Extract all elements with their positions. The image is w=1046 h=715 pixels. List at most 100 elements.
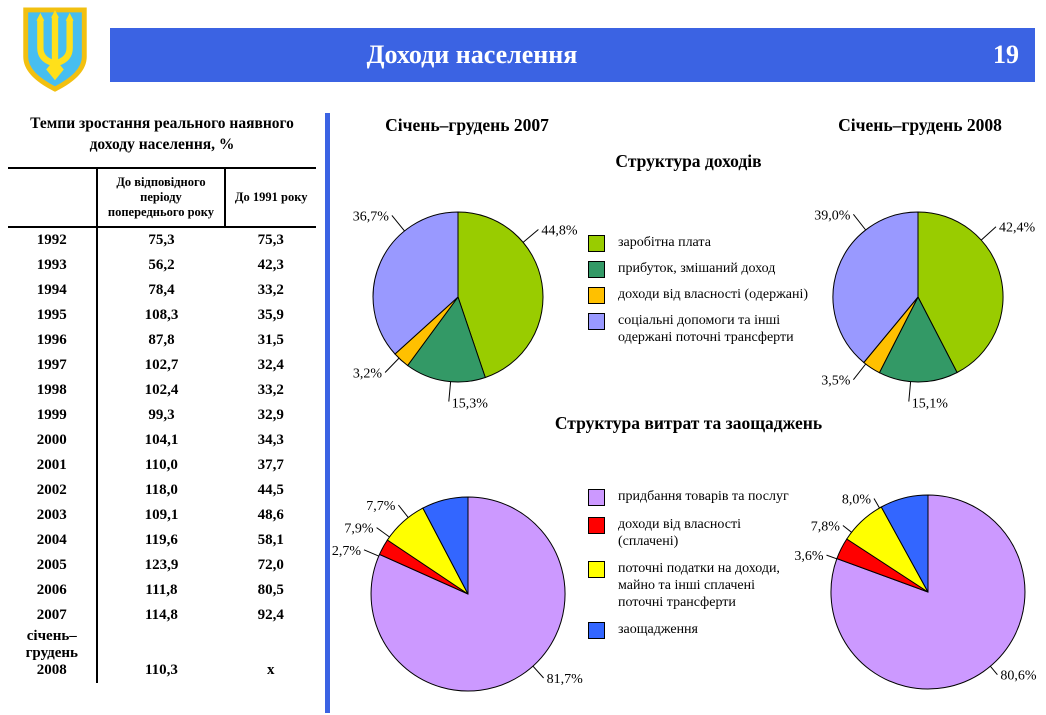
row-value: 75,3 xyxy=(257,231,284,248)
pie-label: 7,7% xyxy=(366,499,396,514)
row-value: 111,8 xyxy=(145,581,178,598)
row-year: січень–грудень 2008 xyxy=(8,627,98,683)
pie-label: 81,7% xyxy=(547,672,584,687)
legend-label: придбання товарів та послуг xyxy=(618,489,789,504)
row-value: 87,8 xyxy=(148,331,175,348)
pie-slice xyxy=(878,295,958,383)
legend-swatch xyxy=(588,622,605,640)
legend-item: поточні податки на доходи, майно та інші… xyxy=(588,560,793,611)
legend-swatch xyxy=(588,561,605,579)
row-value: 32,9 xyxy=(257,406,284,423)
pie-label-leader-line xyxy=(376,527,390,538)
column-header-1991: До 1991 року xyxy=(234,189,308,204)
trident-base xyxy=(46,58,64,81)
pie-label: 2,7% xyxy=(332,544,362,559)
pie-slice xyxy=(457,211,544,379)
row-value: 31,5 xyxy=(257,331,284,348)
row-value: 56,2 xyxy=(148,256,175,273)
pie-label-leader-line xyxy=(448,381,452,402)
row-value: 58,1 xyxy=(257,531,284,548)
pie-label: 3,2% xyxy=(353,367,383,382)
pie-slice xyxy=(917,211,1004,374)
pie-label-leader-line xyxy=(873,498,880,509)
legend-label: прибуток, змішаний доход xyxy=(618,261,776,276)
table-row: 2000 104,1 34,3 xyxy=(8,427,316,453)
expense-pie-2007: 81,7% 2,7% 7,9% 7,7% xyxy=(332,496,584,692)
row-value: 34,3 xyxy=(257,431,284,448)
pie-label: 80,6% xyxy=(1000,669,1037,684)
legend-swatch xyxy=(588,517,605,534)
row-value: 118,0 xyxy=(145,481,178,498)
pie-label: 8,0% xyxy=(842,493,872,508)
row-value: 44,5 xyxy=(257,481,284,498)
row-value: 37,7 xyxy=(257,456,284,473)
income-pie-2007: 44,8% 15,3% 3,2% 36,7% xyxy=(353,209,578,411)
row-value: 78,4 xyxy=(148,281,175,298)
pie-label-leader-line xyxy=(391,215,405,232)
legend-item: соціальні допомоги та інші одержані пото… xyxy=(588,312,818,346)
legend-item: прибуток, змішаний доход xyxy=(588,260,818,278)
pie-label-leader-line xyxy=(522,229,539,243)
row-value: 102,7 xyxy=(144,356,179,373)
growth-table-panel: Темпи зростання реального наявного доход… xyxy=(8,112,316,683)
row-year: 1998 xyxy=(8,377,98,403)
row-year: 1999 xyxy=(8,402,98,428)
table-row: 2002 118,0 44,5 xyxy=(8,477,316,503)
table-row: 1996 87,8 31,5 xyxy=(8,327,316,353)
pie-label-leader-line xyxy=(363,549,379,557)
row-value: 109,1 xyxy=(144,506,179,523)
legend-swatch xyxy=(588,313,605,330)
row-value: 72,0 xyxy=(257,556,284,573)
pie-label-leader-line xyxy=(842,525,852,533)
row-year: 2004 xyxy=(8,527,98,553)
period-title-2007: Січень–грудень 2007 xyxy=(385,115,549,135)
expense-legend: придбання товарів та послуг доходи від вл… xyxy=(588,488,793,649)
row-value: 108,3 xyxy=(144,306,179,323)
table-row: 1998 102,4 33,2 xyxy=(8,377,316,403)
column-header-prev-period: До відповідного періоду попереднього рок… xyxy=(96,167,227,227)
legend-swatch xyxy=(588,287,605,304)
pie-label: 39,0% xyxy=(814,208,851,223)
row-value: 42,3 xyxy=(257,256,284,273)
pie-label-leader-line xyxy=(980,226,997,241)
pie-slice xyxy=(372,211,459,355)
legend-swatch xyxy=(588,489,605,506)
legend-item: доходи від власності (одержані) xyxy=(588,286,818,304)
growth-table-head: До відповідного періоду попереднього рок… xyxy=(8,167,316,227)
pie-slice xyxy=(422,496,469,595)
pie-label-leader-line xyxy=(990,665,998,676)
legend-label: поточні податки на доходи, майно та інші… xyxy=(618,561,780,611)
table-row: 1993 56,2 42,3 xyxy=(8,252,316,278)
pie-label-leader-line xyxy=(853,363,867,381)
legend-label: заробітна плата xyxy=(618,235,711,250)
table-row: 2001 110,0 37,7 xyxy=(8,452,316,478)
page-title: Доходи населення xyxy=(366,40,578,69)
pie-label: 42,4% xyxy=(999,221,1036,236)
row-value: 123,9 xyxy=(144,556,179,573)
row-year: 2001 xyxy=(8,452,98,478)
row-value: 33,2 xyxy=(257,281,284,298)
pie-label-leader-line xyxy=(826,554,837,560)
pie-label: 3,6% xyxy=(794,549,824,564)
page-number: 19 xyxy=(993,40,1019,69)
legend-label: соціальні допомоги та інші одержані пото… xyxy=(618,313,794,346)
pie-slice xyxy=(832,211,919,364)
row-value: 114,8 xyxy=(145,606,178,623)
legend-item: заощадження xyxy=(588,621,793,640)
legend-item: доходи від власності (сплачені) xyxy=(588,516,793,550)
table-row: 2005 123,9 72,0 xyxy=(8,552,316,578)
legend-item: придбання товарів та послуг xyxy=(588,488,793,506)
legend-swatch xyxy=(588,235,605,252)
row-value: 80,5 xyxy=(257,581,284,598)
vertical-divider xyxy=(325,113,330,713)
row-value: 92,4 xyxy=(257,606,284,623)
table-row: 2004 119,6 58,1 xyxy=(8,527,316,553)
row-year: 2002 xyxy=(8,477,98,503)
table-row: 1995 108,3 35,9 xyxy=(8,302,316,328)
row-value: 48,6 xyxy=(257,506,284,523)
legend-item: заробітна плата xyxy=(588,234,818,252)
income-section-title: Структура доходів xyxy=(615,151,762,171)
row-value: 110,0 xyxy=(145,456,178,473)
row-year: 1994 xyxy=(8,277,98,303)
